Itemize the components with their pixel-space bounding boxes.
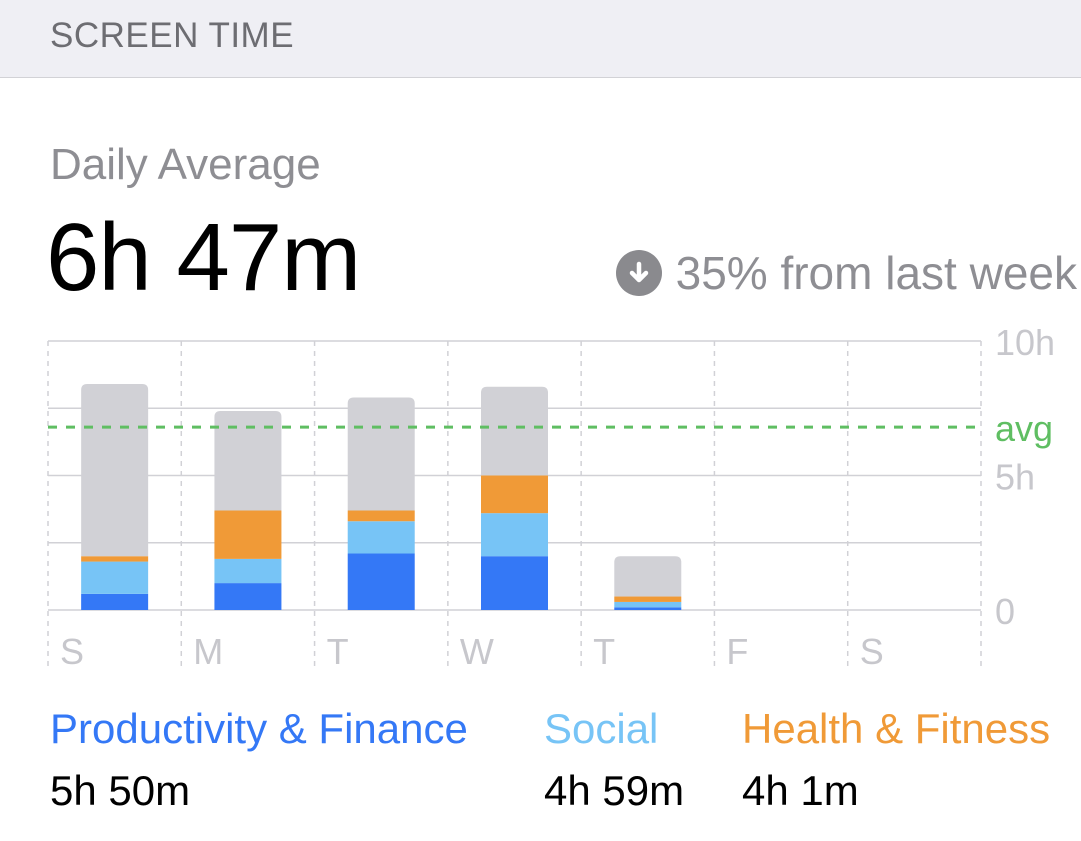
legend-social-label: Social — [544, 705, 659, 752]
section-title: SCREEN TIME — [50, 16, 295, 55]
bar-segment — [214, 558, 282, 584]
x-tick-label: T — [327, 631, 349, 672]
bar-segment — [481, 513, 548, 557]
weekly-trend: 35% from last week — [615, 246, 1077, 300]
legend-productivity-label: Productivity & Finance — [50, 705, 468, 752]
bar-segment — [347, 521, 415, 554]
x-tick-label: M — [193, 631, 223, 672]
bar-segment — [614, 596, 682, 602]
arrow-down-circle-icon — [615, 250, 662, 296]
bar-segment — [614, 607, 682, 610]
average-label: avg — [995, 408, 1053, 449]
bar-segment — [481, 475, 548, 514]
bar-segment — [214, 583, 282, 610]
bar-segment — [614, 601, 682, 608]
x-tick-label: F — [726, 631, 748, 672]
x-tick-label: S — [60, 631, 84, 672]
y-tick-label: 0 — [995, 591, 1015, 632]
x-tick-label: S — [860, 631, 884, 672]
bar-segment — [481, 386, 548, 476]
legend-social[interactable]: Social 4h 59m — [544, 704, 684, 816]
y-tick-label: 10h — [995, 322, 1055, 363]
bar-segment — [614, 556, 682, 597]
legend-social-value: 4h 59m — [544, 767, 685, 814]
bar-segment — [81, 593, 149, 610]
legend-health-value: 4h 1m — [742, 767, 859, 814]
trend-text: 35% from last week — [675, 247, 1077, 299]
bar-segment — [81, 556, 149, 562]
y-tick-label: 5h — [995, 457, 1035, 498]
legend-productivity-value: 5h 50m — [50, 767, 191, 814]
legend-productivity[interactable]: Productivity & Finance 5h 50m — [50, 704, 468, 816]
x-tick-label: W — [460, 631, 494, 672]
legend-health[interactable]: Health & Fitness 4h 1m — [742, 704, 1050, 816]
section-header: SCREEN TIME — [0, 0, 1081, 78]
bar-segment — [81, 384, 149, 557]
daily-average-label: Daily Average — [50, 140, 321, 189]
x-tick-label: T — [593, 631, 615, 672]
bar-segment — [347, 553, 415, 610]
bar-segment — [347, 510, 415, 522]
bar-segment — [214, 510, 282, 559]
daily-average-value: 6h 47m — [46, 204, 361, 311]
bar-segment — [214, 410, 282, 511]
legend-health-label: Health & Fitness — [742, 705, 1051, 752]
bar-segment — [347, 397, 415, 511]
bar-segment — [81, 561, 149, 594]
bar-segment — [481, 556, 548, 610]
